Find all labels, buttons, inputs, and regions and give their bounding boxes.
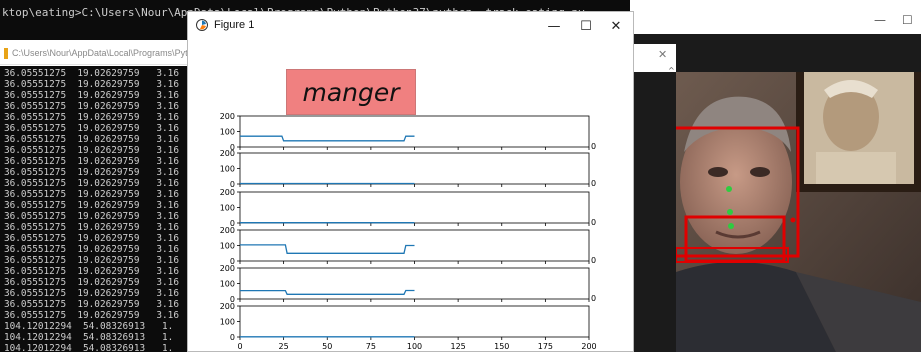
y-tick-label: 0 bbox=[230, 257, 235, 266]
console-titlebar: C:\Users\Nour\AppData\Local\Programs\Pyt… bbox=[0, 44, 210, 65]
console-row: 36.05551275 19.02629759 3.16 bbox=[4, 145, 179, 156]
console-row: 36.05551275 19.02629759 3.16 bbox=[4, 178, 179, 189]
x-tick-label-right: 0 bbox=[591, 179, 596, 188]
figure-titlebar: Figure 1 — ☐ ✕ bbox=[188, 12, 633, 40]
y-tick-label: 200 bbox=[220, 188, 235, 197]
y-tick-label: 200 bbox=[220, 112, 235, 121]
console-row: 36.05551275 19.02629759 3.16 bbox=[4, 299, 179, 310]
console-row: 36.05551275 19.02629759 3.16 bbox=[4, 68, 179, 79]
console-row: 36.05551275 19.02629759 3.16 bbox=[4, 211, 179, 222]
console-title: C:\Users\Nour\AppData\Local\Programs\Pyt… bbox=[12, 48, 193, 58]
console-row: 36.05551275 19.02629759 3.16 bbox=[4, 244, 179, 255]
y-tick-label: 0 bbox=[230, 143, 235, 152]
series-line bbox=[240, 289, 415, 295]
console-row: 36.05551275 19.02629759 3.16 bbox=[4, 101, 179, 112]
camera-window-titlebar: — ☐ bbox=[634, 9, 921, 35]
console-row: 36.05551275 19.02629759 3.16 bbox=[4, 266, 179, 277]
x-tick-label: 25 bbox=[279, 342, 289, 351]
maximize-button[interactable]: ☐ bbox=[580, 18, 592, 34]
console-row: 36.05551275 19.02629759 3.16 bbox=[4, 233, 179, 244]
subplot-axes bbox=[239, 115, 590, 148]
x-tick-label: 175 bbox=[538, 342, 553, 351]
console-row: 36.05551275 19.02629759 3.16 bbox=[4, 112, 179, 123]
y-tick-label: 200 bbox=[220, 226, 235, 235]
x-tick-label: 0 bbox=[237, 342, 242, 351]
console-row: 104.12012294 54.08326913 1. bbox=[4, 321, 174, 332]
console-row: 36.05551275 19.02629759 3.16 bbox=[4, 90, 179, 101]
x-tick-label: 150 bbox=[494, 342, 509, 351]
x-tick-label: 200 bbox=[581, 342, 596, 351]
console-row: 36.05551275 19.02629759 3.16 bbox=[4, 310, 179, 321]
subplots-svg: 0100200001002000010020000100200001002000… bbox=[220, 112, 597, 351]
console-row: 36.05551275 19.02629759 3.16 bbox=[4, 288, 179, 299]
camera-maximize-button[interactable]: ☐ bbox=[902, 13, 913, 27]
console-close-icon[interactable]: ✕ bbox=[658, 48, 668, 61]
x-tick-label: 50 bbox=[322, 342, 332, 351]
x-tick-label: 75 bbox=[366, 342, 376, 351]
minimize-button[interactable]: — bbox=[547, 18, 561, 34]
series-line bbox=[240, 244, 415, 254]
x-tick-label-right: 0 bbox=[591, 294, 596, 303]
y-tick-label: 100 bbox=[220, 204, 235, 213]
y-tick-label: 100 bbox=[220, 318, 235, 327]
series-line bbox=[240, 135, 415, 142]
y-tick-label: 0 bbox=[230, 219, 235, 228]
y-tick-label: 200 bbox=[220, 149, 235, 158]
console-window: C:\Users\Nour\AppData\Local\Programs\Pyt… bbox=[0, 44, 211, 352]
close-button[interactable]: ✕ bbox=[610, 18, 622, 34]
console-row: 104.12012294 54.08326913 1. bbox=[4, 343, 174, 352]
console-row: 36.05551275 19.02629759 3.16 bbox=[4, 123, 179, 134]
y-tick-label: 100 bbox=[220, 165, 235, 174]
subplot-axes bbox=[239, 152, 590, 185]
console-scroll-area: ✕ ^ bbox=[634, 44, 676, 75]
console-row: 36.05551275 19.02629759 3.16 bbox=[4, 134, 179, 145]
console-row: 36.05551275 19.02629759 3.16 bbox=[4, 156, 179, 167]
x-tick-label-right: 0 bbox=[591, 256, 596, 265]
subplot-axes bbox=[239, 191, 590, 224]
folder-icon bbox=[4, 48, 8, 59]
console-row: 36.05551275 19.02629759 3.16 bbox=[4, 79, 179, 90]
figure-window: Figure 1 — ☐ ✕ manger 0 100 200 0 0 100 200 0 0 1… bbox=[187, 11, 634, 352]
y-tick-label: 0 bbox=[230, 180, 235, 189]
x-tick-label: 100 bbox=[407, 342, 422, 351]
console-row: 104.12012294 54.08326913 1. bbox=[4, 332, 174, 343]
y-tick-label: 200 bbox=[220, 264, 235, 273]
scroll-up-icon[interactable]: ^ bbox=[668, 66, 675, 75]
console-row: 36.05551275 19.02629759 3.16 bbox=[4, 277, 179, 288]
camera-minimize-button[interactable]: — bbox=[874, 13, 886, 27]
console-row: 36.05551275 19.02629759 3.16 bbox=[4, 189, 179, 200]
y-tick-label: 100 bbox=[220, 128, 235, 137]
console-row: 36.05551275 19.02629759 3.16 bbox=[4, 255, 179, 266]
console-row: 36.05551275 19.02629759 3.16 bbox=[4, 200, 179, 211]
prediction-label: manger bbox=[286, 69, 416, 115]
y-tick-label: 200 bbox=[220, 302, 235, 311]
console-row: 36.05551275 19.02629759 3.16 bbox=[4, 167, 179, 178]
camera-image bbox=[676, 72, 921, 352]
camera-video-frame bbox=[676, 72, 921, 352]
x-tick-label-right: 0 bbox=[591, 142, 596, 151]
console-output: 36.05551275 19.02629759 3.16 36.05551275 … bbox=[0, 66, 210, 352]
console-row: 36.05551275 19.02629759 3.16 bbox=[4, 222, 179, 233]
y-tick-label: 0 bbox=[230, 295, 235, 304]
y-tick-label: 0 bbox=[230, 333, 235, 342]
figure-title: Figure 1 bbox=[214, 19, 255, 31]
x-tick-label: 125 bbox=[450, 342, 465, 351]
matplotlib-icon bbox=[196, 19, 208, 31]
x-tick-label-right: 0 bbox=[591, 218, 596, 227]
y-tick-label: 100 bbox=[220, 280, 235, 289]
subplot-axes bbox=[239, 305, 590, 338]
plot-canvas: manger 0 100 200 0 0 100 200 0 0 100 200 0 0 100 200 0 0… bbox=[189, 40, 633, 351]
y-tick-label: 100 bbox=[220, 242, 235, 251]
